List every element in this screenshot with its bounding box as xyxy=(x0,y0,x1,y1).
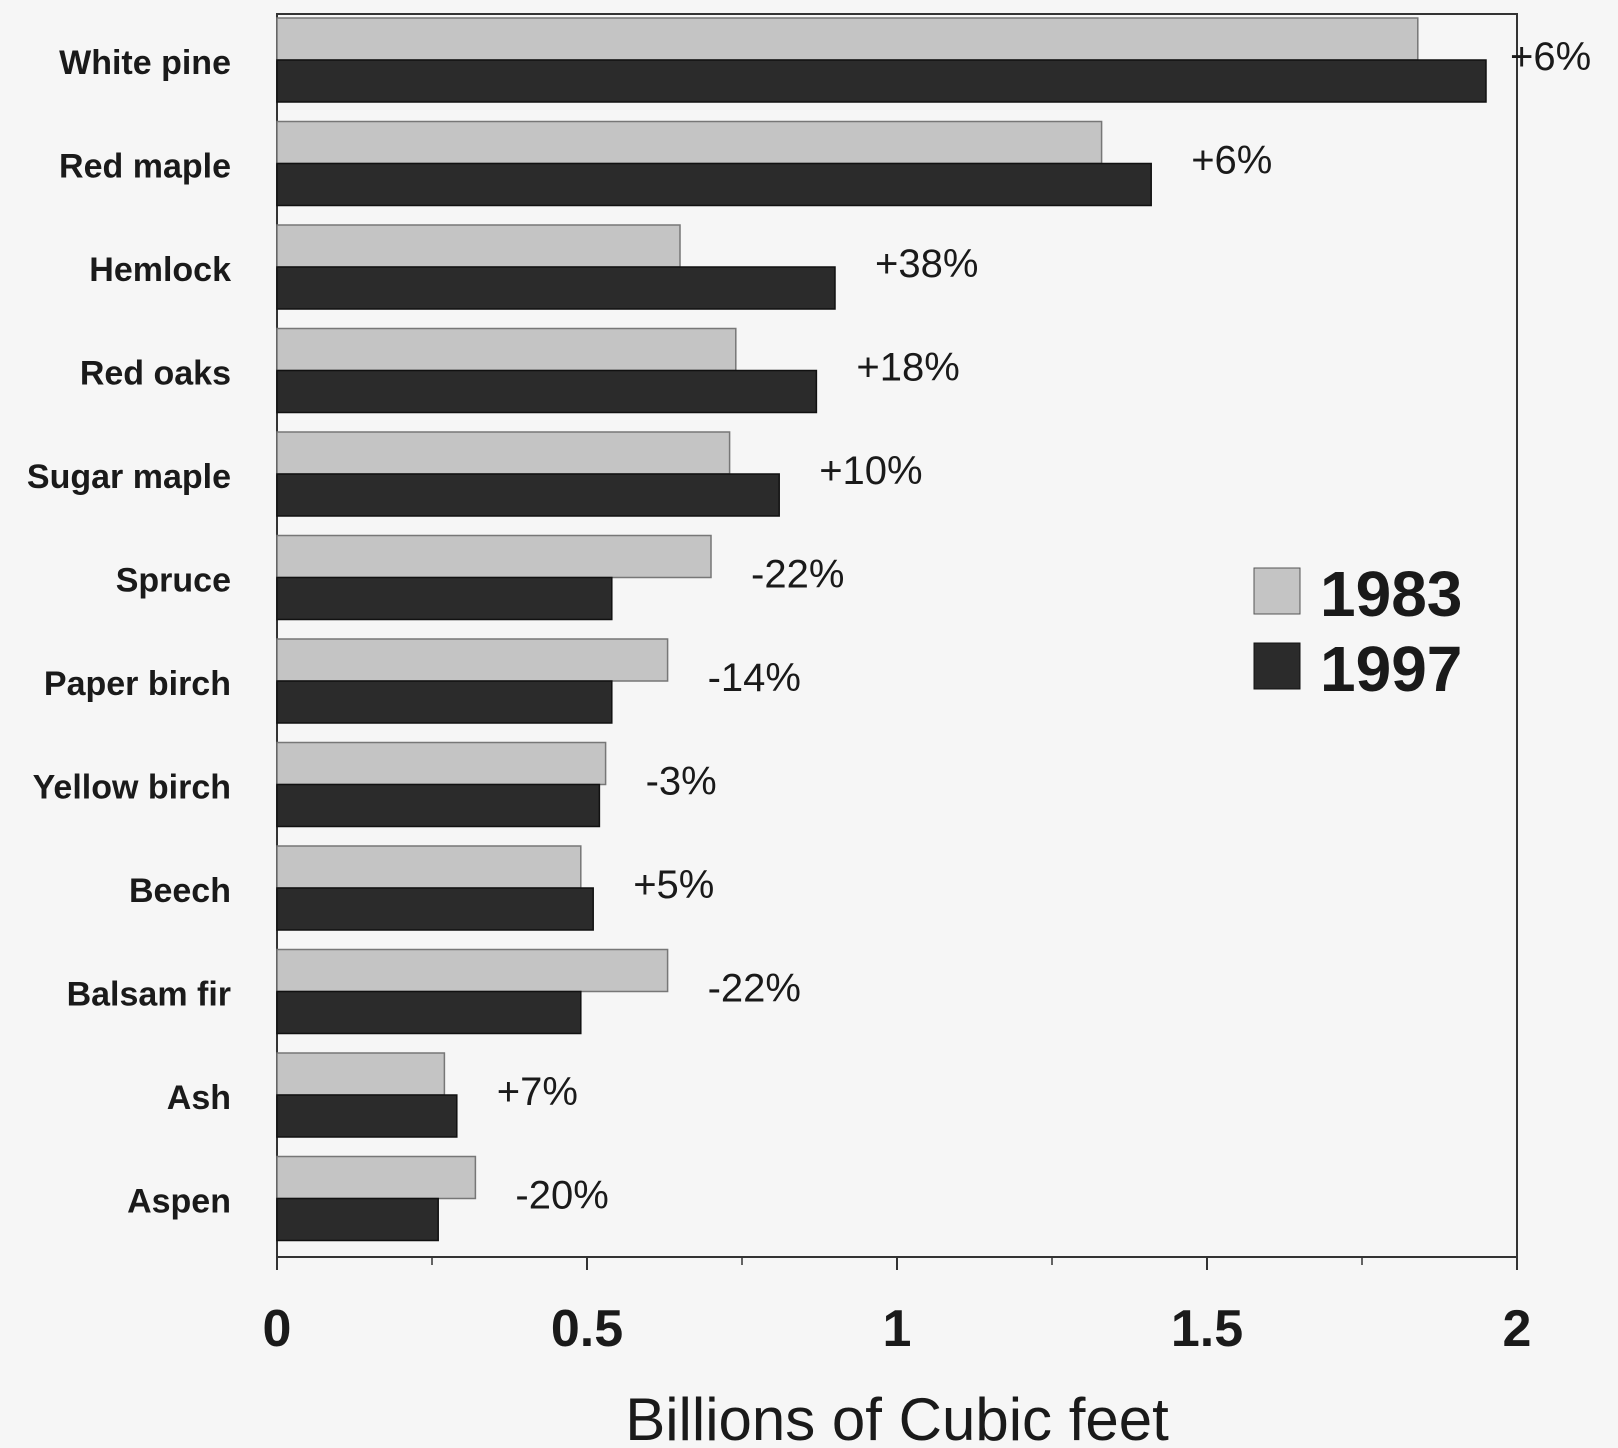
change-label-paper-birch: -14% xyxy=(708,656,801,700)
x-tick-label: 2 xyxy=(1503,1300,1532,1358)
bar-yellow-birch-1983 xyxy=(276,741,607,786)
bar-balsam-fir-1997 xyxy=(276,990,582,1035)
category-label-spruce: Spruce xyxy=(116,562,231,600)
bar-ash-1983 xyxy=(276,1052,446,1096)
bar-red-maple-1983 xyxy=(276,120,1103,165)
change-label-yellow-birch: -3% xyxy=(646,760,717,804)
bar-beech-1997 xyxy=(276,887,594,931)
bar-spruce-1983 xyxy=(276,534,712,579)
bar-white-pine-1983 xyxy=(276,17,1419,61)
category-label-yellow-birch: Yellow birch xyxy=(33,769,231,807)
legend: 1983 1997 xyxy=(1253,558,1462,705)
change-label-red-maple: +6% xyxy=(1191,139,1272,183)
category-label-paper-birch: Paper birch xyxy=(44,665,231,703)
legend-label-1983: 1983 xyxy=(1320,558,1462,630)
change-label-red-oaks: +18% xyxy=(856,346,959,390)
legend-label-1997: 1997 xyxy=(1320,633,1462,705)
bar-paper-birch-1983 xyxy=(276,638,669,682)
bar-red-oaks-1997 xyxy=(276,369,818,414)
bar-ash-1997 xyxy=(276,1094,458,1138)
bar-hemlock-1997 xyxy=(276,266,836,310)
bar-beech-1983 xyxy=(276,845,582,889)
bar-hemlock-1983 xyxy=(276,224,681,268)
category-label-hemlock: Hemlock xyxy=(89,251,231,289)
change-label-sugar-maple: +10% xyxy=(819,449,922,493)
bar-sugar-maple-1983 xyxy=(276,431,731,475)
x-tick-label: 0.5 xyxy=(551,1300,623,1358)
bar-red-oaks-1983 xyxy=(276,327,737,372)
change-label-beech: +5% xyxy=(633,863,714,907)
category-label-beech: Beech xyxy=(129,872,231,910)
category-label-ash: Ash xyxy=(167,1079,231,1117)
x-tick-label: 1.5 xyxy=(1171,1300,1243,1358)
category-label-red-oaks: Red oaks xyxy=(80,355,231,393)
change-label-spruce: -22% xyxy=(751,553,844,597)
x-tick-label: 1 xyxy=(883,1300,912,1358)
bar-aspen-1997 xyxy=(276,1197,439,1242)
change-label-balsam-fir: -22% xyxy=(708,967,801,1011)
bar-red-maple-1997 xyxy=(276,162,1152,207)
category-label-balsam-fir: Balsam fir xyxy=(67,976,231,1014)
bar-yellow-birch-1997 xyxy=(276,783,601,828)
bar-paper-birch-1997 xyxy=(276,680,613,724)
bar-sugar-maple-1997 xyxy=(276,473,780,517)
bar-balsam-fir-1983 xyxy=(276,948,669,993)
change-label-hemlock: +38% xyxy=(875,242,978,286)
category-label-white-pine: White pine xyxy=(59,44,231,82)
bar-white-pine-1997 xyxy=(276,59,1487,103)
category-label-aspen: Aspen xyxy=(127,1183,231,1221)
legend-swatch-1997 xyxy=(1253,642,1301,690)
category-label-red-maple: Red maple xyxy=(59,148,231,186)
legend-swatch-1983 xyxy=(1253,567,1301,615)
category-label-sugar-maple: Sugar maple xyxy=(27,458,231,496)
bar-spruce-1997 xyxy=(276,576,613,621)
plot-frame xyxy=(276,13,1518,1258)
x-tick-label: 0 xyxy=(263,1300,292,1358)
x-axis-title: Billions of Cubic feet xyxy=(625,1386,1169,1448)
change-label-ash: +7% xyxy=(497,1070,578,1114)
change-label-white-pine: +6% xyxy=(1510,35,1591,79)
change-label-aspen: -20% xyxy=(515,1174,608,1218)
bar-aspen-1983 xyxy=(276,1155,477,1200)
